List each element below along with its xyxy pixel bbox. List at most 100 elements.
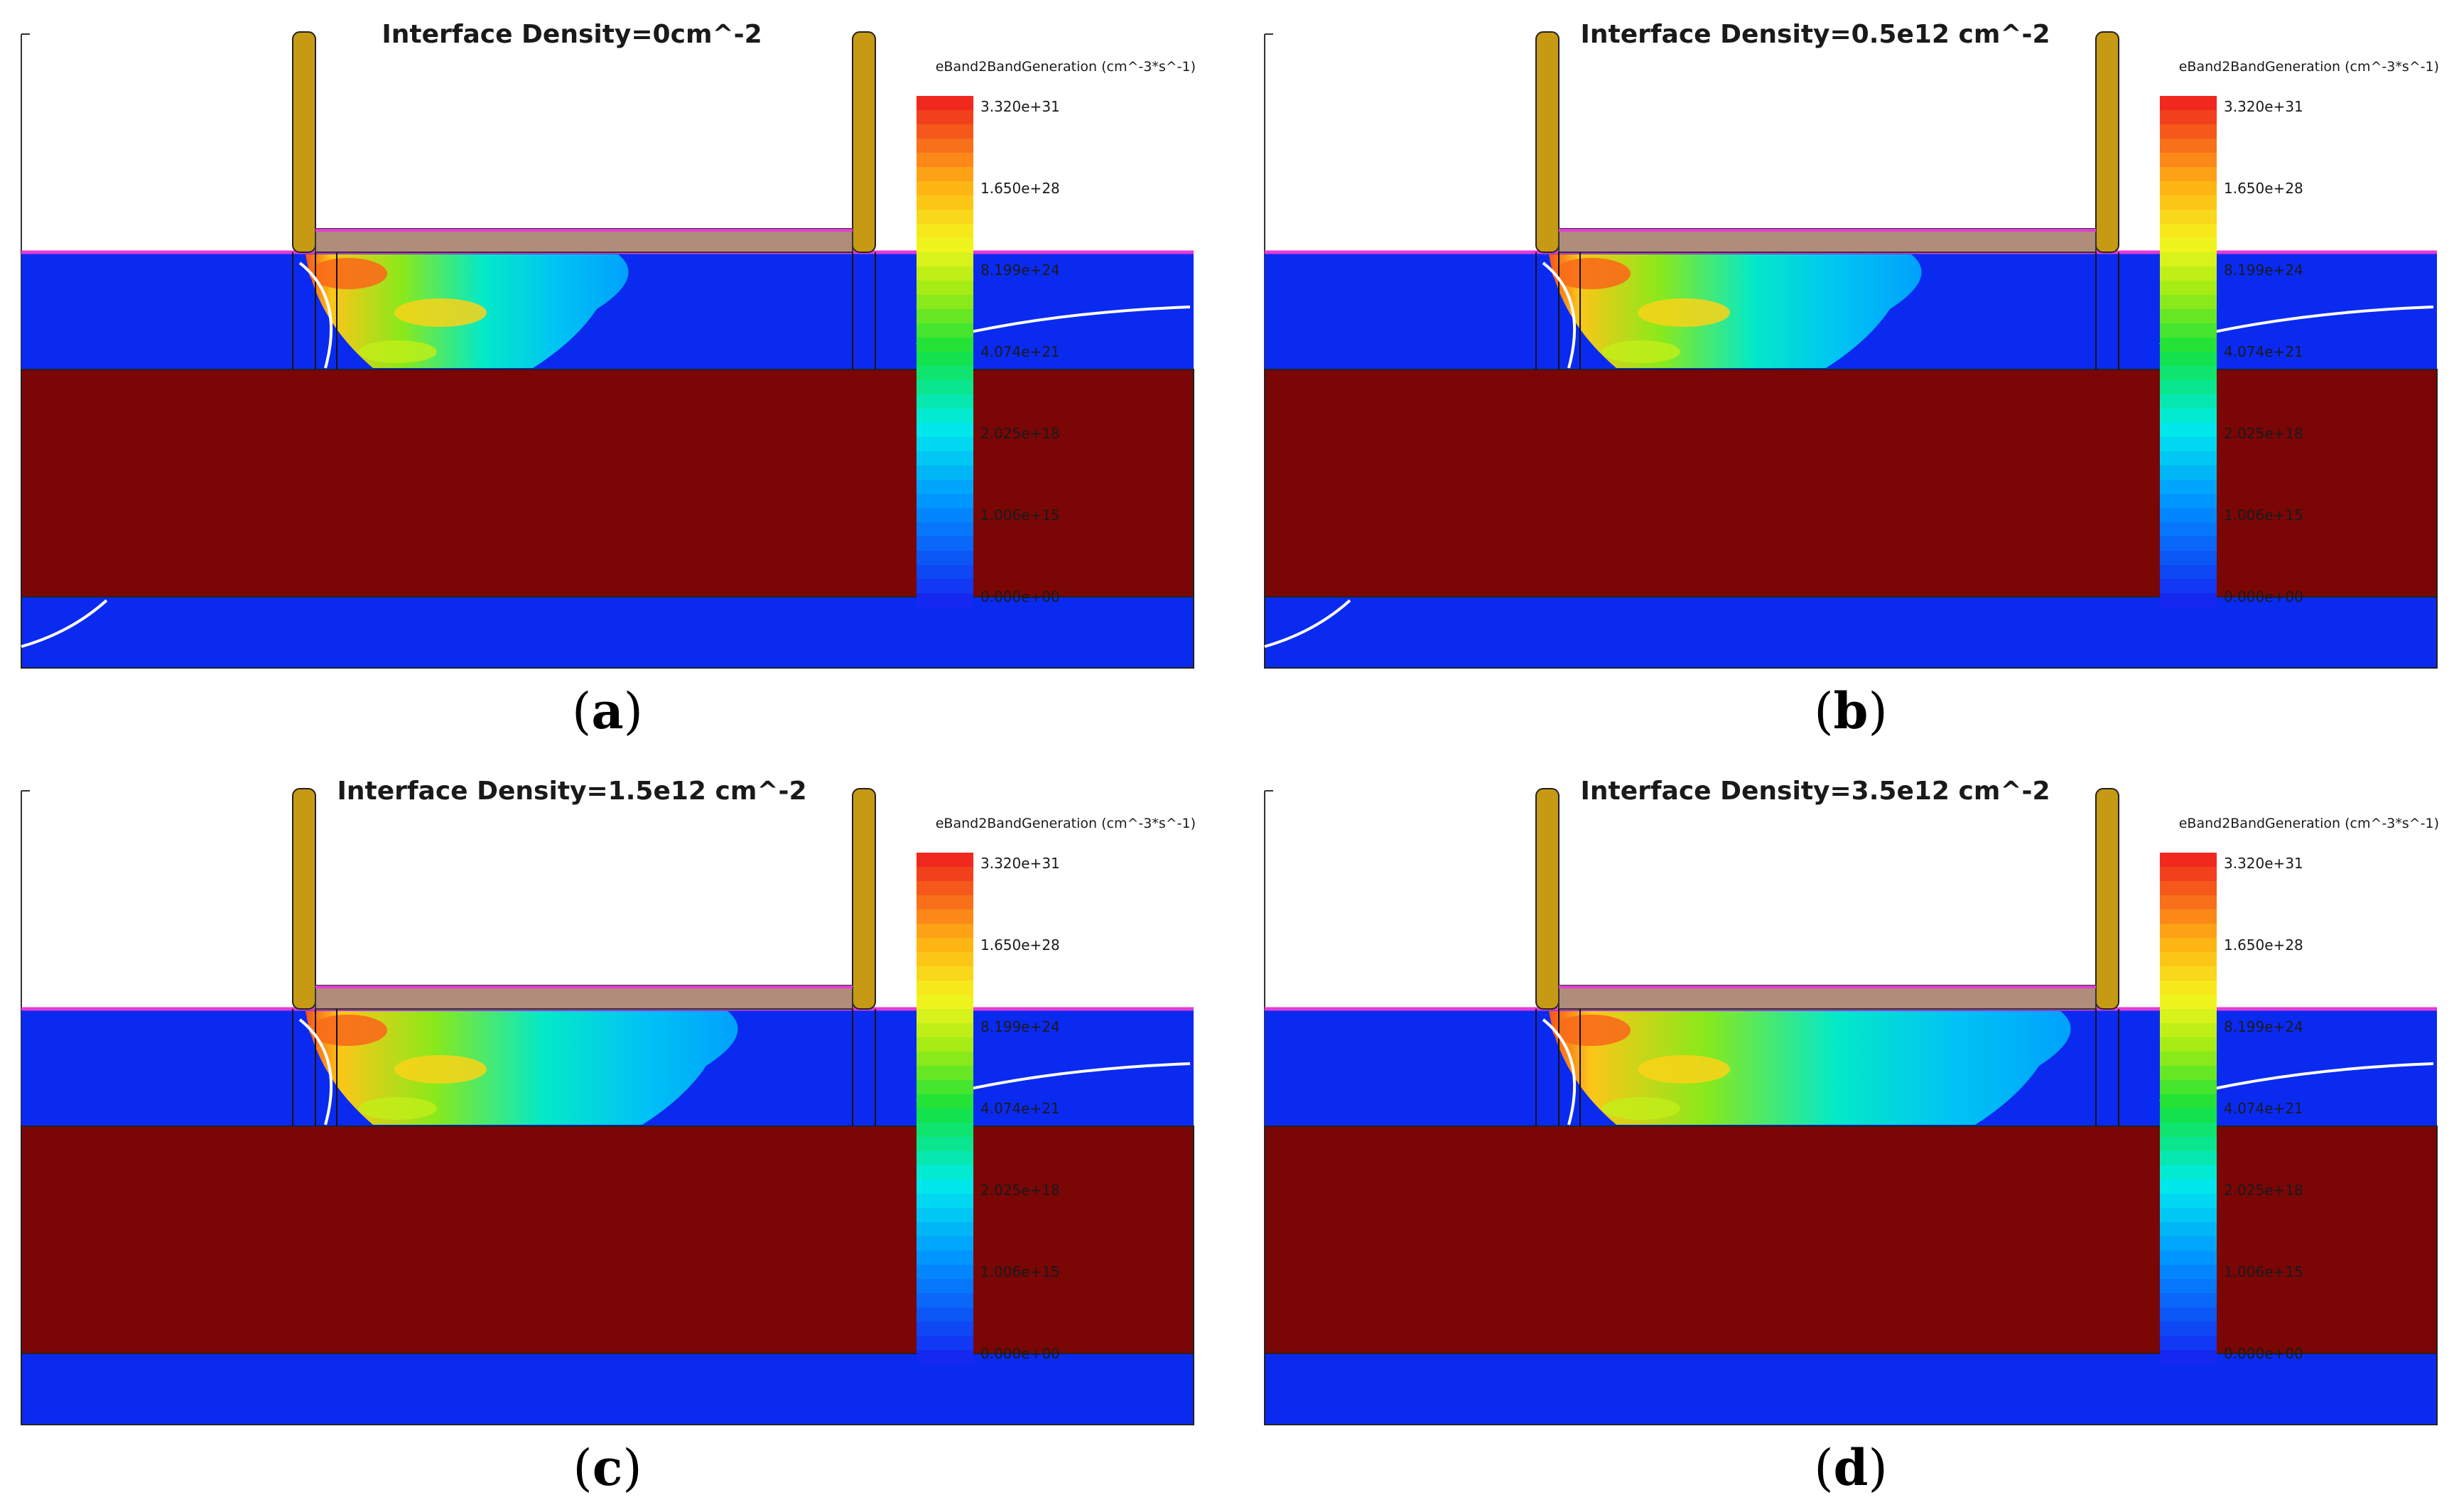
colorbar-segment (2160, 952, 2217, 967)
subfigure-paren-close: ) (1868, 682, 1887, 740)
colorbar-tick-label: 0.000e+00 (980, 588, 1060, 605)
source-contact (1535, 31, 1560, 253)
colorbar-tick-label: 3.320e+31 (2224, 855, 2303, 872)
subfigure-paren-open: ( (572, 682, 591, 740)
colorbar-tick-label: 2.025e+18 (980, 1182, 1060, 1199)
subfigure-letter: d (1834, 1438, 1869, 1497)
colorbar-segment (917, 938, 973, 953)
gate-stack (1558, 228, 2097, 253)
colorbar-tick-label: 1.650e+28 (980, 936, 1060, 954)
colorbar-tick-label: 3.320e+31 (2224, 98, 2303, 115)
substrate-layer (21, 596, 1194, 669)
drain-contact (2095, 31, 2119, 253)
colorbar-segment (917, 96, 973, 111)
colorbar-segment (2160, 139, 2217, 153)
generation-hotspot (309, 258, 387, 289)
colorbar-segment (917, 309, 973, 324)
colorbar-segment (917, 1179, 973, 1194)
colorbar-segment (917, 266, 973, 281)
colorbar-segment (2160, 195, 2217, 210)
colorbar-segment (2160, 881, 2217, 896)
substrate-layer (21, 1353, 1194, 1425)
colorbar-segment (2160, 853, 2217, 868)
colorbar-segment (2160, 909, 2217, 924)
colorbar-segment (917, 1194, 973, 1209)
colorbar-segment (2160, 1179, 2217, 1194)
colorbar-segment (917, 437, 973, 452)
colorbar-tick-label: 3.320e+31 (980, 855, 1060, 872)
colorbar-tick-label: 0.000e+00 (2224, 1345, 2303, 1362)
substrate-layer (1264, 596, 2438, 669)
drain-contact (852, 788, 876, 1010)
subfigure-paren-open: ( (1814, 682, 1833, 740)
colorbar-segment (917, 252, 973, 267)
colorbar-segment (2160, 295, 2217, 310)
colorbar-segment (917, 295, 973, 310)
colorbar-segment (2160, 981, 2217, 995)
colorbar-segment (2160, 536, 2217, 551)
gate-stack (315, 985, 853, 1010)
colorbar-segment (2160, 867, 2217, 882)
colorbar-tick-label: 2.025e+18 (980, 425, 1060, 442)
colorbar-segment (917, 1236, 973, 1251)
colorbar-segment (2160, 895, 2217, 910)
colorbar-segment (917, 1279, 973, 1294)
colorbar-segment (917, 522, 973, 537)
colorbar-segment (2160, 1165, 2217, 1180)
colorbar-tick-label: 1.650e+28 (2224, 180, 2303, 197)
colorbar-segment (2160, 252, 2217, 267)
colorbar-segment (917, 380, 973, 395)
colorbar-segment (917, 593, 973, 608)
colorbar-segment (2160, 366, 2217, 381)
generation-band (359, 1097, 437, 1120)
colorbar-segment (2160, 1322, 2217, 1336)
generation-region (1549, 254, 1922, 368)
panel-title: Interface Density=0cm^-2 (382, 20, 762, 49)
colorbar-segment (2160, 593, 2217, 608)
colorbar-tick-label: 1.650e+28 (2224, 936, 2303, 954)
colorbar-segment (917, 1094, 973, 1109)
subfigure-letter: b (1834, 681, 1869, 740)
colorbar-segment (917, 409, 973, 423)
colorbar-segment (2160, 437, 2217, 452)
generation-region (1549, 1011, 2071, 1125)
subfigure-paren-close: ) (624, 682, 643, 740)
colorbar-segment (2160, 480, 2217, 495)
colorbar-segment (917, 1165, 973, 1180)
colorbar-segment (2160, 1151, 2217, 1166)
colorbar-tick-label: 4.074e+21 (980, 1100, 1060, 1117)
source-contact (292, 31, 316, 253)
colorbar-segment (917, 139, 973, 153)
generation-band (359, 340, 437, 363)
colorbar-segment (917, 451, 973, 466)
colorbar-segment (917, 909, 973, 924)
colorbar-segment (917, 551, 973, 566)
colorbar-segment (2160, 96, 2217, 111)
colorbar-segment (2160, 1066, 2217, 1081)
colorbar-tick-label: 8.199e+24 (2224, 1018, 2303, 1035)
colorbar-segment (917, 895, 973, 910)
panel-d: Interface Density=3.5e12 cm^-2 eBand2Band… (1264, 777, 2439, 1497)
colorbar-segment (917, 181, 973, 196)
colorbar-tick-label: 4.074e+21 (980, 343, 1060, 360)
generation-hotspot (309, 1015, 387, 1046)
subfigure-paren-open: ( (573, 1439, 592, 1497)
generation-band (1638, 298, 1730, 327)
colorbar-segment (917, 167, 973, 182)
colorbar-segment (917, 1052, 973, 1066)
colorbar-segment (2160, 1094, 2217, 1109)
colorbar-segment (917, 1293, 973, 1308)
generation-hotspot (1552, 258, 1631, 289)
colorbar-segment (2160, 1307, 2217, 1322)
colorbar-segment (917, 966, 973, 981)
buried-oxide-layer (21, 1125, 1194, 1354)
colorbar-segment (2160, 1080, 2217, 1095)
generation-band (1602, 1097, 1680, 1120)
colorbar-segment (2160, 1194, 2217, 1209)
drain-contact (2095, 788, 2119, 1010)
colorbar-segment (2160, 394, 2217, 409)
buried-oxide-layer (1264, 369, 2438, 598)
colorbar-segment (2160, 1208, 2217, 1223)
generation-band (394, 298, 487, 327)
colorbar-segment (2160, 110, 2217, 125)
